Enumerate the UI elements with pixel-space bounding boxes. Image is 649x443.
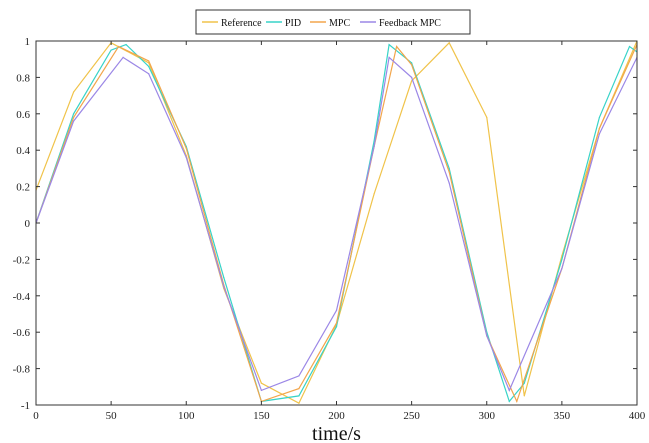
data-point bbox=[125, 44, 127, 46]
data-point bbox=[335, 309, 338, 311]
data-point bbox=[523, 395, 525, 397]
data-point bbox=[388, 44, 390, 46]
x-tick-label: 200 bbox=[328, 410, 345, 422]
data-point bbox=[373, 193, 375, 195]
data-point bbox=[411, 76, 413, 78]
y-tick-label: -0.8 bbox=[13, 364, 31, 376]
data-point bbox=[72, 91, 75, 93]
x-tick-label: 250 bbox=[403, 410, 420, 422]
x-tick-label: 100 bbox=[178, 410, 195, 422]
data-point bbox=[396, 45, 398, 48]
data-point bbox=[335, 322, 338, 324]
data-point bbox=[110, 49, 112, 51]
data-point bbox=[148, 65, 150, 68]
data-point bbox=[628, 45, 631, 48]
data-point bbox=[335, 326, 338, 328]
data-point bbox=[148, 73, 150, 75]
y-tick-label: 0.4 bbox=[16, 145, 30, 157]
legend-entry: PID bbox=[285, 18, 301, 29]
data-point bbox=[298, 388, 300, 390]
data-point bbox=[411, 80, 413, 82]
plot-frame bbox=[35, 40, 638, 406]
data-point bbox=[72, 113, 75, 115]
data-point bbox=[411, 64, 413, 66]
data-point bbox=[373, 140, 375, 142]
y-tick-label: -0.2 bbox=[13, 254, 30, 266]
data-point bbox=[388, 56, 390, 58]
data-point bbox=[148, 60, 150, 62]
x-axis-label: time/s bbox=[312, 423, 361, 443]
data-point bbox=[508, 400, 510, 402]
data-point bbox=[598, 133, 601, 135]
x-tick-label: 350 bbox=[554, 410, 571, 422]
data-point bbox=[185, 147, 187, 149]
data-point bbox=[561, 267, 563, 270]
data-point bbox=[508, 389, 510, 392]
data-point bbox=[122, 56, 124, 58]
data-point bbox=[486, 116, 488, 119]
data-point bbox=[561, 258, 563, 260]
legend-entry: MPC bbox=[329, 18, 350, 29]
data-point bbox=[118, 45, 120, 48]
data-point bbox=[72, 116, 75, 119]
data-point bbox=[523, 382, 525, 384]
data-point bbox=[223, 286, 225, 288]
x-tick-label: 150 bbox=[253, 410, 270, 422]
y-tick-label: 0.2 bbox=[16, 182, 30, 194]
data-point bbox=[448, 167, 450, 169]
data-point bbox=[598, 116, 601, 119]
y-tick-label: -1 bbox=[21, 400, 30, 412]
data-point bbox=[298, 395, 300, 397]
data-point bbox=[298, 375, 300, 377]
y-tick-label: 1 bbox=[25, 36, 31, 48]
data-point bbox=[260, 389, 262, 392]
data-point bbox=[298, 402, 300, 404]
data-point bbox=[448, 182, 450, 184]
data-point bbox=[72, 120, 75, 122]
data-point bbox=[223, 277, 225, 279]
y-tick-label: -0.4 bbox=[13, 291, 31, 303]
legend-entry: Reference bbox=[221, 18, 262, 29]
x-tick-label: 50 bbox=[106, 410, 118, 422]
y-tick-label: 0 bbox=[25, 218, 31, 230]
data-point bbox=[260, 382, 262, 384]
y-tick-label: 0.8 bbox=[16, 72, 30, 84]
series-line-mpc bbox=[36, 44, 637, 404]
data-point bbox=[448, 171, 450, 173]
x-tick-label: 0 bbox=[33, 410, 39, 422]
x-tick-label: 300 bbox=[479, 410, 496, 422]
series-line-pid bbox=[36, 43, 637, 403]
x-tick-label: 400 bbox=[629, 410, 646, 422]
data-point bbox=[185, 156, 187, 159]
data-point bbox=[486, 335, 488, 337]
series-line-reference bbox=[36, 41, 637, 405]
data-point bbox=[411, 62, 413, 64]
data-point bbox=[516, 400, 518, 402]
series-line-feedback-mpc bbox=[36, 56, 637, 392]
y-tick-label: 0.6 bbox=[16, 109, 30, 121]
y-tick-label: -0.6 bbox=[13, 327, 31, 339]
data-point bbox=[448, 42, 450, 44]
legend bbox=[195, 9, 471, 35]
data-point bbox=[373, 145, 375, 148]
data-point bbox=[598, 127, 601, 129]
legend-entry: Feedback MPC bbox=[379, 18, 441, 29]
